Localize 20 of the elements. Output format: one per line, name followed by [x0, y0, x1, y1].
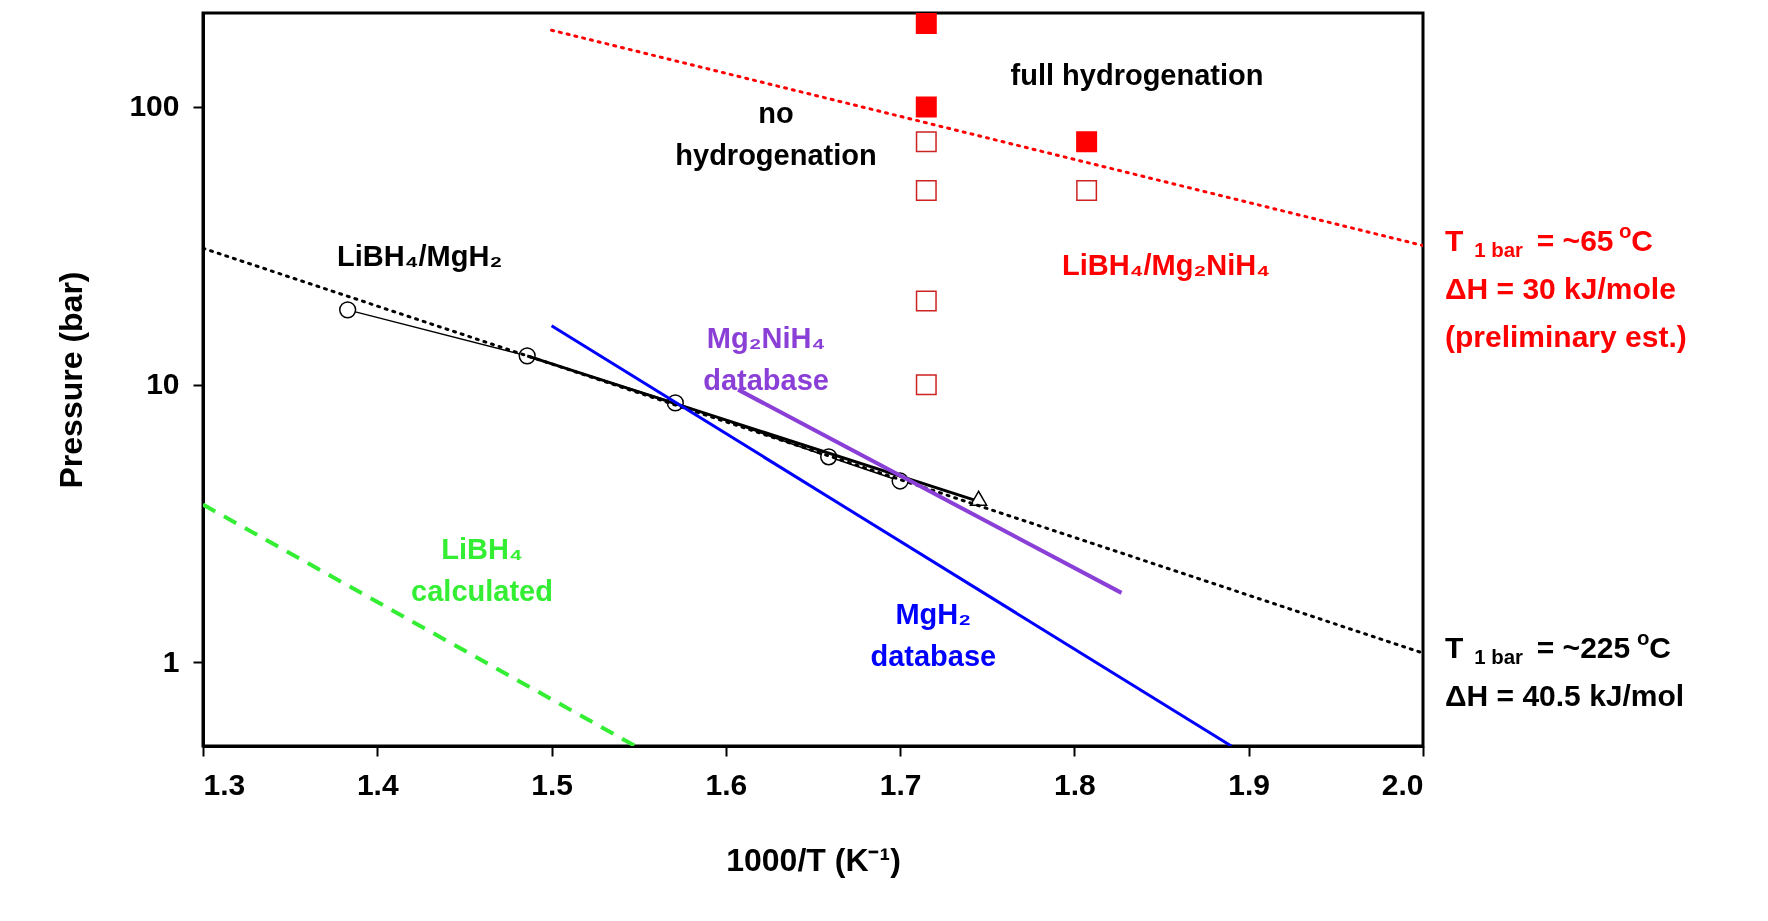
series-label: MgH₂ database — [870, 598, 997, 672]
x-tick-label: 1.3 — [203, 767, 246, 801]
x-tick-label: 1.4 — [356, 767, 399, 801]
x-tick-label: 2.0 — [1381, 767, 1424, 801]
series-label: LiBH₄ calculated — [411, 532, 553, 607]
x-tick-label: 1.5 — [531, 767, 573, 801]
x-tick-label: 1.6 — [705, 767, 748, 801]
y-tick-label: 1 — [162, 644, 180, 678]
x-tick-label: 1.8 — [1054, 767, 1096, 801]
series-label: LiBH₄/MgH₂ — [337, 239, 503, 272]
x-tick-label: 1.9 — [1228, 767, 1271, 801]
y-tick-label: 10 — [146, 367, 180, 401]
y-axis-title: Pressure (bar) — [53, 271, 90, 489]
series-label: LiBH₄/Mg₂NiH₄ — [1061, 248, 1271, 281]
y-tick-label: 100 — [129, 89, 180, 123]
annotation: no hydrogenation — [675, 97, 877, 171]
annotation: full hydrogenation — [1010, 59, 1264, 91]
series-label: Mg₂NiH₄ database — [703, 321, 829, 396]
x-axis-title: 1000/T (K⁻¹) — [726, 841, 901, 878]
x-tick-label: 1.7 — [879, 767, 922, 801]
